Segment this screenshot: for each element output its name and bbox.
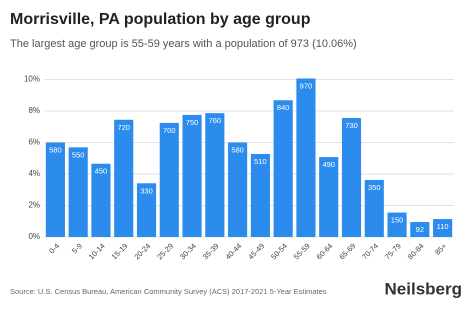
data-label: 750: [186, 118, 199, 127]
bar: [182, 114, 202, 237]
x-tick-label: 20-24: [132, 241, 152, 261]
x-tick-label: 50-54: [269, 241, 289, 261]
bar: [136, 183, 157, 237]
source-note: Source: U.S. Census Bureau, American Com…: [10, 287, 327, 296]
bar: [205, 113, 225, 237]
data-label: 720: [117, 123, 130, 132]
bar: [296, 78, 316, 238]
bar: [433, 219, 453, 237]
data-label: 760: [209, 116, 222, 125]
x-tick-label: 85+: [433, 241, 449, 257]
x-tick-label: 15-19: [110, 241, 130, 261]
y-tick-label: 4%: [28, 169, 40, 178]
data-label: 490: [322, 160, 335, 169]
x-tick-label: 70-74: [360, 241, 380, 261]
data-label: 580: [49, 145, 62, 154]
bar: [387, 212, 407, 237]
x-tick-label: 30-34: [178, 241, 198, 261]
bar: [45, 142, 65, 237]
x-tick-label: 35-39: [201, 241, 221, 261]
data-label: 450: [95, 167, 108, 176]
bar: [364, 179, 384, 237]
x-tick-label: 25-29: [155, 241, 175, 261]
brand: Neilsberg: [385, 279, 462, 298]
data-label: 92: [416, 225, 424, 234]
bar: [114, 119, 134, 237]
x-tick-label: 40-44: [223, 241, 243, 261]
data-label: 350: [368, 183, 381, 192]
x-tick-label: 45-49: [246, 241, 266, 261]
data-label: 700: [163, 126, 176, 135]
bar: [410, 222, 430, 237]
bar: [91, 163, 111, 237]
bar: [273, 100, 293, 237]
chart-title: Morrisville, PA population by age group: [10, 11, 311, 28]
data-label: 970: [300, 81, 313, 90]
x-tick-label: 5-9: [70, 241, 84, 255]
x-tick-label: 65-69: [337, 241, 357, 261]
data-label: 330: [140, 186, 153, 195]
y-tick-label: 6%: [28, 138, 40, 147]
x-tick-label: 55-59: [292, 241, 312, 261]
bar: [68, 147, 88, 237]
data-label: 580: [231, 145, 244, 154]
x-tick-label: 10-14: [87, 241, 107, 261]
x-tick-label: 60-64: [315, 241, 335, 261]
data-label: 730: [345, 121, 358, 130]
data-label: 510: [254, 157, 267, 166]
bar: [341, 118, 362, 237]
bar: [319, 157, 339, 237]
bar: [228, 142, 248, 237]
data-label: 110: [437, 222, 449, 231]
y-tick-label: 2%: [28, 201, 40, 210]
x-tick-label: 75-79: [383, 241, 403, 261]
data-label: 840: [277, 103, 290, 112]
bar: [159, 122, 179, 237]
chart-subtitle: The largest age group is 55-59 years wit…: [10, 38, 357, 50]
y-tick-label: 10%: [24, 75, 40, 84]
y-tick-label: 0%: [28, 232, 40, 241]
x-tick-label: 0-4: [47, 241, 61, 255]
y-tick-label: 8%: [28, 106, 40, 115]
x-tick-label: 80-84: [406, 241, 426, 261]
bar: [250, 153, 270, 237]
data-label: 550: [72, 150, 85, 159]
data-label: 150: [391, 216, 404, 225]
